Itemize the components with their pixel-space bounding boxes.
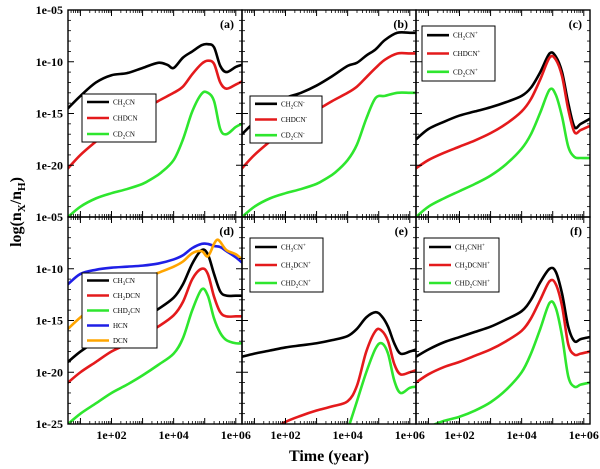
y-tick-label: 1e-25 <box>36 417 63 431</box>
legend-label-CD2CN: CD2CN <box>113 131 135 141</box>
legend-label-CH3CN: CH3CN <box>113 277 135 287</box>
y-tick-label: 1e-20 <box>36 365 63 379</box>
y-tick-label: 1e-10 <box>36 55 63 69</box>
legend-label-CH2DCN+: CH2DCN+ <box>281 262 311 272</box>
x-axis-title: Time (year) <box>289 448 369 465</box>
series-line-CH2CN <box>68 42 242 110</box>
x-tick-label: 1e+06 <box>221 428 251 442</box>
legend-d: CH3CN CH2DCN CHD2CN HCN DCN <box>81 272 158 349</box>
legend-label-CH2DCNH+: CH2DCNH+ <box>455 262 490 272</box>
y-axis-title-main: log(n <box>8 212 25 247</box>
x-tick-label: 1e+04 <box>159 428 189 442</box>
series-line-CH3CN+ <box>242 310 416 359</box>
series-line-CD2CN- <box>242 91 416 217</box>
series-line-CHD2CNH+ <box>432 300 590 424</box>
x-tick-label: 1e+04 <box>333 428 363 442</box>
legend-label-CHD2CN+: CHD2CN+ <box>281 280 311 290</box>
series-line-CH3CNH+ <box>416 266 590 359</box>
legend-label-CH3CNH+: CH3CNH+ <box>455 244 485 254</box>
y-tick-label: 1e-05 <box>36 3 63 17</box>
legend-label-CHD2CNH+: CHD2CNH+ <box>455 280 490 290</box>
panel-d: 1e+02 1e+04 1e+06 1e-05 1e-10 1e-15 1e-20 1e-25… <box>36 210 251 442</box>
legend-label-HCN: HCN <box>113 322 128 330</box>
panel-a: 1e-05 1e-10 1e-15 1e-20 (a) CH2CN CHDCN CD2CN <box>36 3 243 218</box>
x-tick-label: 1e+02 <box>270 428 300 442</box>
legend-c: CH2CN+ CHDCN+ CD2CN+ <box>421 25 496 82</box>
legend-label-CH3CN+: CH3CN+ <box>281 244 306 254</box>
series-line-HCN <box>68 242 242 286</box>
series-line-CH2DCN <box>68 267 242 384</box>
y-tick-label: 1e-20 <box>36 158 63 172</box>
series-line-CHD2CN <box>68 287 242 424</box>
panel-label-e: (e) <box>395 224 408 238</box>
panel-f: 1e+02 1e+04 1e+06 (f) CH3CNH+ CH2DCNH+ CHD2CNH… <box>415 216 599 442</box>
legend-label-CHDCN-: CHDCN- <box>281 116 308 124</box>
x-tick-label: 1e+02 <box>444 428 474 442</box>
panel-label-a: (a) <box>220 17 234 31</box>
y-axis-title-sub-x: X <box>16 204 28 212</box>
panel-c: (c) CH2CN+ CHDCN+ CD2CN+ <box>415 9 591 218</box>
y-tick-label: 1e-10 <box>36 262 63 276</box>
legend-e: CH3CN+ CH2DCN+ CHD2CN+ <box>249 237 324 293</box>
legend-label-CHDCN: CHDCN <box>113 115 138 123</box>
series-line-CH2DCNH+ <box>416 278 590 384</box>
panel-label-f: (f) <box>570 224 582 238</box>
x-tick-label: 1e+02 <box>96 428 126 442</box>
series-line-CH2CN+ <box>416 51 590 141</box>
series-line-CHDCN+ <box>416 54 590 170</box>
series-line-CH2DCN+ <box>279 327 416 424</box>
x-tick-label: 1e+06 <box>395 428 425 442</box>
legend-f: CH3CNH+ CH2DCNH+ CHD2CNH+ <box>423 237 500 293</box>
legend-b: CH2CN- CHDCN- CD2CN- <box>249 95 323 144</box>
panel-label-c: (c) <box>569 17 582 31</box>
legend-label-CH2CN+: CH2CN+ <box>453 32 478 42</box>
x-tick-label: 1e+06 <box>569 428 599 442</box>
x-tick-label: 1e+04 <box>507 428 537 442</box>
panel-f-curves <box>416 266 590 424</box>
legend-label-DCN: DCN <box>113 337 128 345</box>
legend-label-CH2CN-: CH2CN- <box>281 100 305 110</box>
legend-label-CHD2CN: CHD2CN <box>113 307 140 317</box>
legend-label-CH2CN: CH2CN <box>113 99 135 109</box>
y-axis-title: log(nX/nH) <box>8 177 28 247</box>
y-tick-label: 1e-15 <box>36 314 63 328</box>
panel-e: 1e+02 1e+04 1e+06 (e) CH3CN+ CH2DCN+ CHD2CN+ <box>241 216 425 442</box>
panel-label-d: (d) <box>219 224 234 238</box>
y-tick-label: 1e-15 <box>36 107 63 121</box>
series-line-CD2CN+ <box>416 87 590 217</box>
legend-label-CD2CN-: CD2CN- <box>281 132 305 142</box>
y-axis-title-end: ) <box>8 177 25 182</box>
y-tick-label: 1e-05 <box>36 210 63 224</box>
series-line-CHD2CN+ <box>348 341 416 424</box>
series-line-CD2CN <box>68 90 242 217</box>
legend-label-CD2CN+: CD2CN+ <box>453 68 478 78</box>
panel-e-curves <box>242 310 416 424</box>
legend-a: CH2CN CHDCN CD2CN <box>81 93 157 143</box>
panel-c-curves <box>416 51 590 217</box>
panels-layer: 1e-05 1e-10 1e-15 1e-20 (a) CH2CN CHDCN CD2CN (b… <box>36 3 599 442</box>
y-axis-title-sub-h: H <box>16 182 28 191</box>
legend-label-CH2DCN: CH2DCN <box>113 292 140 302</box>
panel-b: (b) CH2CN- CHDCN- CD2CN- <box>241 9 417 218</box>
y-axis-title-mid: /n <box>8 191 25 205</box>
legend-label-CHDCN+: CHDCN+ <box>453 50 481 58</box>
panel-label-b: (b) <box>393 17 408 31</box>
